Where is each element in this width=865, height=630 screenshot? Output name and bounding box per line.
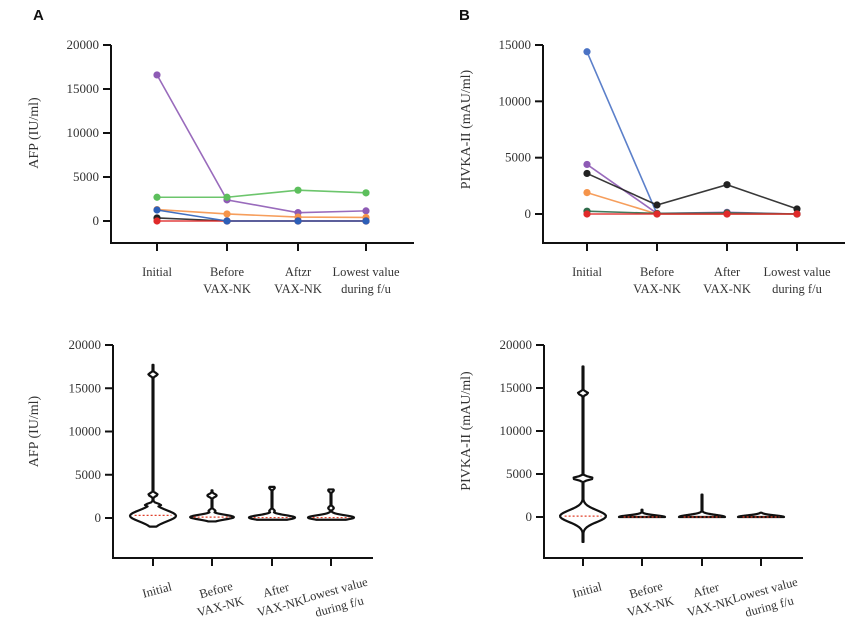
y-tick-label: 0 (93, 213, 100, 228)
data-point-patient-green (223, 193, 231, 201)
y-tick-label: 15000 (499, 37, 532, 52)
x-tick-label-line: Lowest value (333, 265, 400, 279)
x-tick-label: Initial (572, 265, 602, 279)
data-point-patient-red (153, 217, 161, 225)
data-point-patient-green (153, 193, 161, 201)
panel-letter-a: A (33, 7, 44, 24)
x-tick-label-line: After (691, 580, 721, 601)
y-tick-label: 10000 (67, 125, 100, 140)
violin-1 (189, 489, 235, 523)
x-tick-label: Aftzr VAX-NK (274, 265, 322, 296)
data-point-patient-blue (294, 217, 302, 225)
x-tick-label: Before VAX-NK (633, 265, 681, 296)
x-tick-label: Initial (142, 265, 172, 279)
data-point-patient-red (793, 210, 801, 218)
data-point-patient-black (583, 169, 591, 178)
y-tick-label: 15000 (67, 81, 100, 96)
data-point-patient-orange (583, 188, 591, 197)
data-point-patient-red (583, 210, 591, 218)
data-point-patient-green (294, 186, 302, 194)
violin-1 (617, 508, 667, 519)
x-tick-label-line: VAX-NK (633, 282, 681, 296)
y-tick-label: 5000 (73, 169, 99, 184)
panel-letter-b: B (459, 7, 470, 24)
data-point-patient-blue (223, 217, 231, 225)
x-tick-label-line: during f/u (341, 282, 391, 296)
y-tick-label: 5000 (75, 467, 101, 482)
series-line-patient-orange (156, 208, 367, 219)
y-tick-label: 20000 (69, 337, 102, 352)
x-tick-label-line: VAX-NK (203, 282, 251, 296)
chart-A-line: 0 5000 10000 15000 20000 AFP (IU/ml) Initial Be… (27, 37, 414, 296)
y-tick-label: 15000 (69, 380, 102, 395)
y-tick-label: 10000 (69, 424, 102, 439)
data-point-patient-blue (583, 48, 591, 56)
series-line-patient-blue (156, 209, 366, 222)
y-tick-label: 0 (525, 206, 532, 221)
series-line-patient-purple (156, 74, 367, 214)
y-tick-label: 20000 (67, 37, 100, 52)
x-tick-label: Lowest value during f/u (764, 265, 831, 296)
data-point-patient-red (723, 210, 731, 218)
x-tick-label-line: After (261, 580, 291, 601)
data-point-patient-blue (362, 217, 370, 225)
x-tick-label-line: Initial (572, 265, 602, 279)
violin-0 (558, 365, 608, 544)
x-tick-label: After VAX-NK (703, 265, 751, 296)
x-tick-label-line: Before (640, 265, 674, 279)
series-line-patient-black (586, 172, 798, 210)
y-tick-label: 5000 (506, 466, 532, 481)
x-tick-label: Lowest value during f/u (333, 265, 400, 296)
data-point-patient-purple (362, 207, 370, 215)
y-axis-title: AFP (IU/ml) (27, 395, 42, 467)
x-tick-label-line: during f/u (772, 282, 822, 296)
violin-3 (736, 511, 786, 519)
x-tick-label-line: Lowest value (764, 265, 831, 279)
y-tick-label: 0 (526, 509, 533, 524)
data-point-patient-red (653, 210, 661, 218)
y-tick-label: 20000 (500, 337, 533, 352)
violin-0 (128, 363, 178, 528)
y-tick-label: 15000 (500, 380, 533, 395)
y-tick-label: 0 (95, 510, 102, 525)
series-line-patient-green (157, 189, 367, 199)
x-tick-label-line: Aftzr (285, 265, 312, 279)
y-axis-title: PIVKA-II (mAU/ml) (459, 371, 474, 491)
x-tick-label-line: After (714, 265, 741, 279)
y-axis-title: AFP (IU/ml) (27, 97, 42, 169)
violin-2 (677, 493, 727, 519)
data-point-patient-black (653, 201, 661, 209)
data-point-patient-black (723, 181, 731, 189)
y-tick-label: 10000 (500, 423, 533, 438)
violin-3 (306, 488, 356, 521)
x-tick-label-line: VAX-NK (703, 282, 751, 296)
violin-2 (247, 485, 297, 521)
x-tick-label-line: Before (210, 265, 244, 279)
y-axis-title: PIVKA-II (mAU/ml) (459, 69, 474, 189)
chart-B-line: 0 5000 10000 15000 PIVKA-II (mAU/ml) Initial B… (459, 37, 845, 296)
data-point-patient-green (362, 189, 370, 197)
data-point-patient-orange (223, 210, 231, 218)
x-tick-label: Before VAX-NK (203, 265, 251, 296)
data-point-patient-black (793, 205, 801, 213)
x-tick-label-line: Initial (142, 265, 172, 279)
y-tick-label: 5000 (505, 150, 531, 165)
data-point-patient-blue (153, 206, 161, 214)
data-point-patient-purple (153, 71, 161, 79)
data-point-patient-purple (583, 160, 591, 169)
x-tick-label-line: VAX-NK (274, 282, 322, 296)
y-tick-label: 10000 (499, 93, 532, 108)
